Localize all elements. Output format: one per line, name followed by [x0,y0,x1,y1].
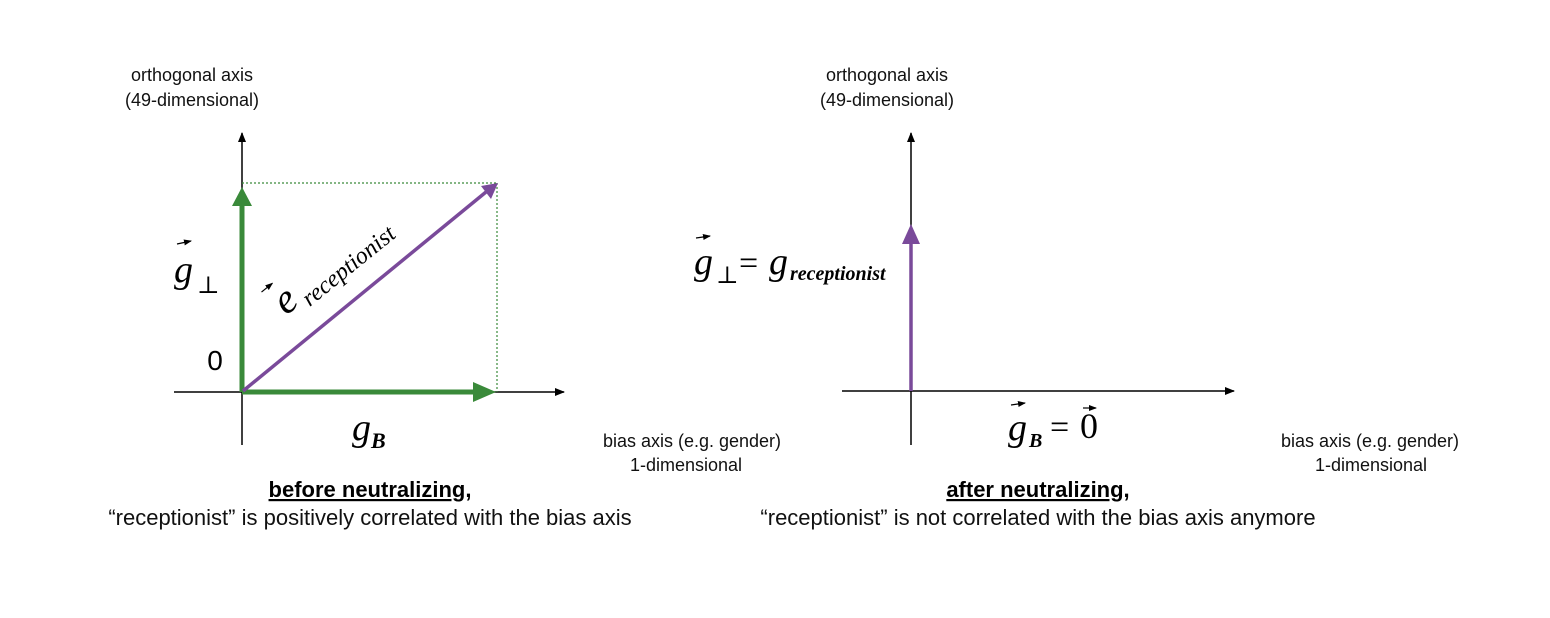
right-bias-axis-label-line1: bias axis (e.g. gender) [1281,431,1459,451]
right-g-b-sub: B [1028,430,1042,452]
g-perp-arrowhead [232,187,252,206]
right-orthogonal-axis-label-line1: orthogonal axis [826,65,948,85]
g-b-arrowhead [473,382,496,402]
left-caption-text: “receptionist” is positively correlated … [108,505,631,530]
right-g-b-equals: = [1050,409,1069,446]
e-receptionist-sub: receptionist [297,220,402,312]
right-bias-axis-label-line2: 1-dimensional [1315,455,1427,475]
left-orthogonal-axis-label-line1: orthogonal axis [131,65,253,85]
left-caption-title: before neutralizing, [269,477,472,502]
g-perp-base: g [174,249,193,291]
g-b-equation: g B = 0 [1008,401,1098,452]
e-receptionist-arrowhead [481,183,498,199]
right-g-perp-vector-arrow-icon [695,234,711,240]
right-g-b-vector-arrow-icon [1010,401,1026,407]
g-b-sub: B [370,428,386,453]
g-perp-equation: g ⊥ = g receptionist [694,234,887,289]
right-g-perp-base: g [694,241,713,283]
right-panel: orthogonal axis (49-dimensional) bias ax… [694,65,1459,530]
right-caption-title: after neutralizing, [946,477,1129,502]
g-receptionist-sub: receptionist [790,263,887,285]
right-g-perp-equals: = [739,245,758,282]
left-bias-axis-label-line1: bias axis (e.g. gender) [603,431,781,451]
g-b-label: g B [352,407,386,453]
origin-label: 0 [207,345,223,376]
g-perp-label: g ⊥ [174,239,220,299]
e-receptionist-label: e receptionist [261,220,402,324]
g-perp-vector-arrow-icon [176,239,192,246]
g-perp-sub: ⊥ [197,273,220,299]
right-g-b-base: g [1008,407,1027,449]
right-caption-text: “receptionist” is not correlated with th… [760,505,1315,530]
e-receptionist-vector-arrow-icon [261,282,274,293]
e-receptionist-base: e [263,276,306,323]
zero-vector: 0 [1080,406,1098,446]
right-g-perp-sub: ⊥ [716,263,739,289]
e-receptionist-vector [241,190,488,393]
right-orthogonal-axis-label-line2: (49-dimensional) [820,90,954,110]
left-panel: orthogonal axis (49-dimensional) bias ax… [108,65,781,530]
g-receptionist-base: g [769,241,788,283]
left-bias-axis-label-line2: 1-dimensional [630,455,742,475]
left-orthogonal-axis-label-line2: (49-dimensional) [125,90,259,110]
g-b-base: g [352,407,371,449]
g-receptionist-arrowhead [902,224,920,244]
